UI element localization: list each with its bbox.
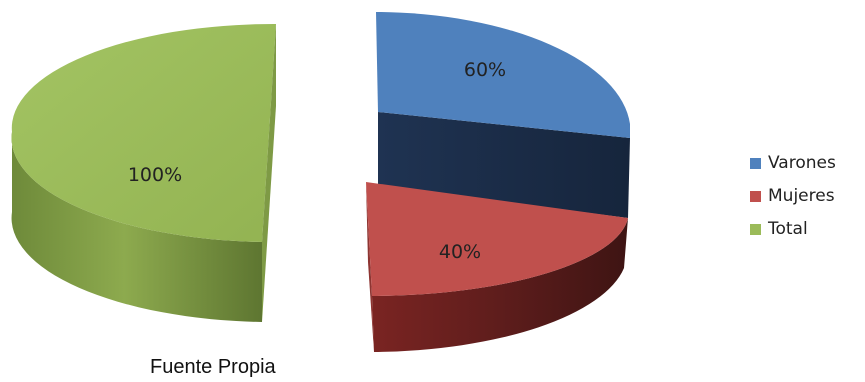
legend-swatch-varones (750, 158, 761, 169)
slice-varones-side (378, 112, 630, 218)
slice-total-side (11, 132, 262, 322)
slice-label-mujeres: 40% (439, 241, 481, 263)
slice-mujeres (366, 182, 628, 352)
legend-swatch-mujeres (750, 191, 761, 202)
legend-label-varones: Varones (768, 153, 836, 173)
slice-mujeres-front-edge (366, 182, 374, 352)
slice-mujeres-side (372, 218, 628, 352)
legend: Varones Mujeres Total (750, 152, 865, 251)
slice-varones (376, 12, 630, 218)
legend-item-varones: Varones (750, 152, 865, 175)
legend-item-mujeres: Mujeres (750, 185, 865, 208)
slice-total (11, 23, 276, 322)
legend-label-total: Total (768, 219, 808, 239)
slice-varones-top (376, 12, 630, 138)
legend-swatch-total (750, 224, 761, 235)
source-caption: Fuente Propia (150, 356, 276, 378)
legend-label-mujeres: Mujeres (768, 186, 835, 206)
slice-label-total: 100% (128, 164, 182, 186)
slice-label-varones: 60% (464, 59, 506, 81)
slice-total-cut-face (262, 24, 276, 322)
slice-total-top (11, 23, 276, 243)
legend-item-total: Total (750, 218, 865, 241)
slice-mujeres-top (366, 182, 628, 296)
